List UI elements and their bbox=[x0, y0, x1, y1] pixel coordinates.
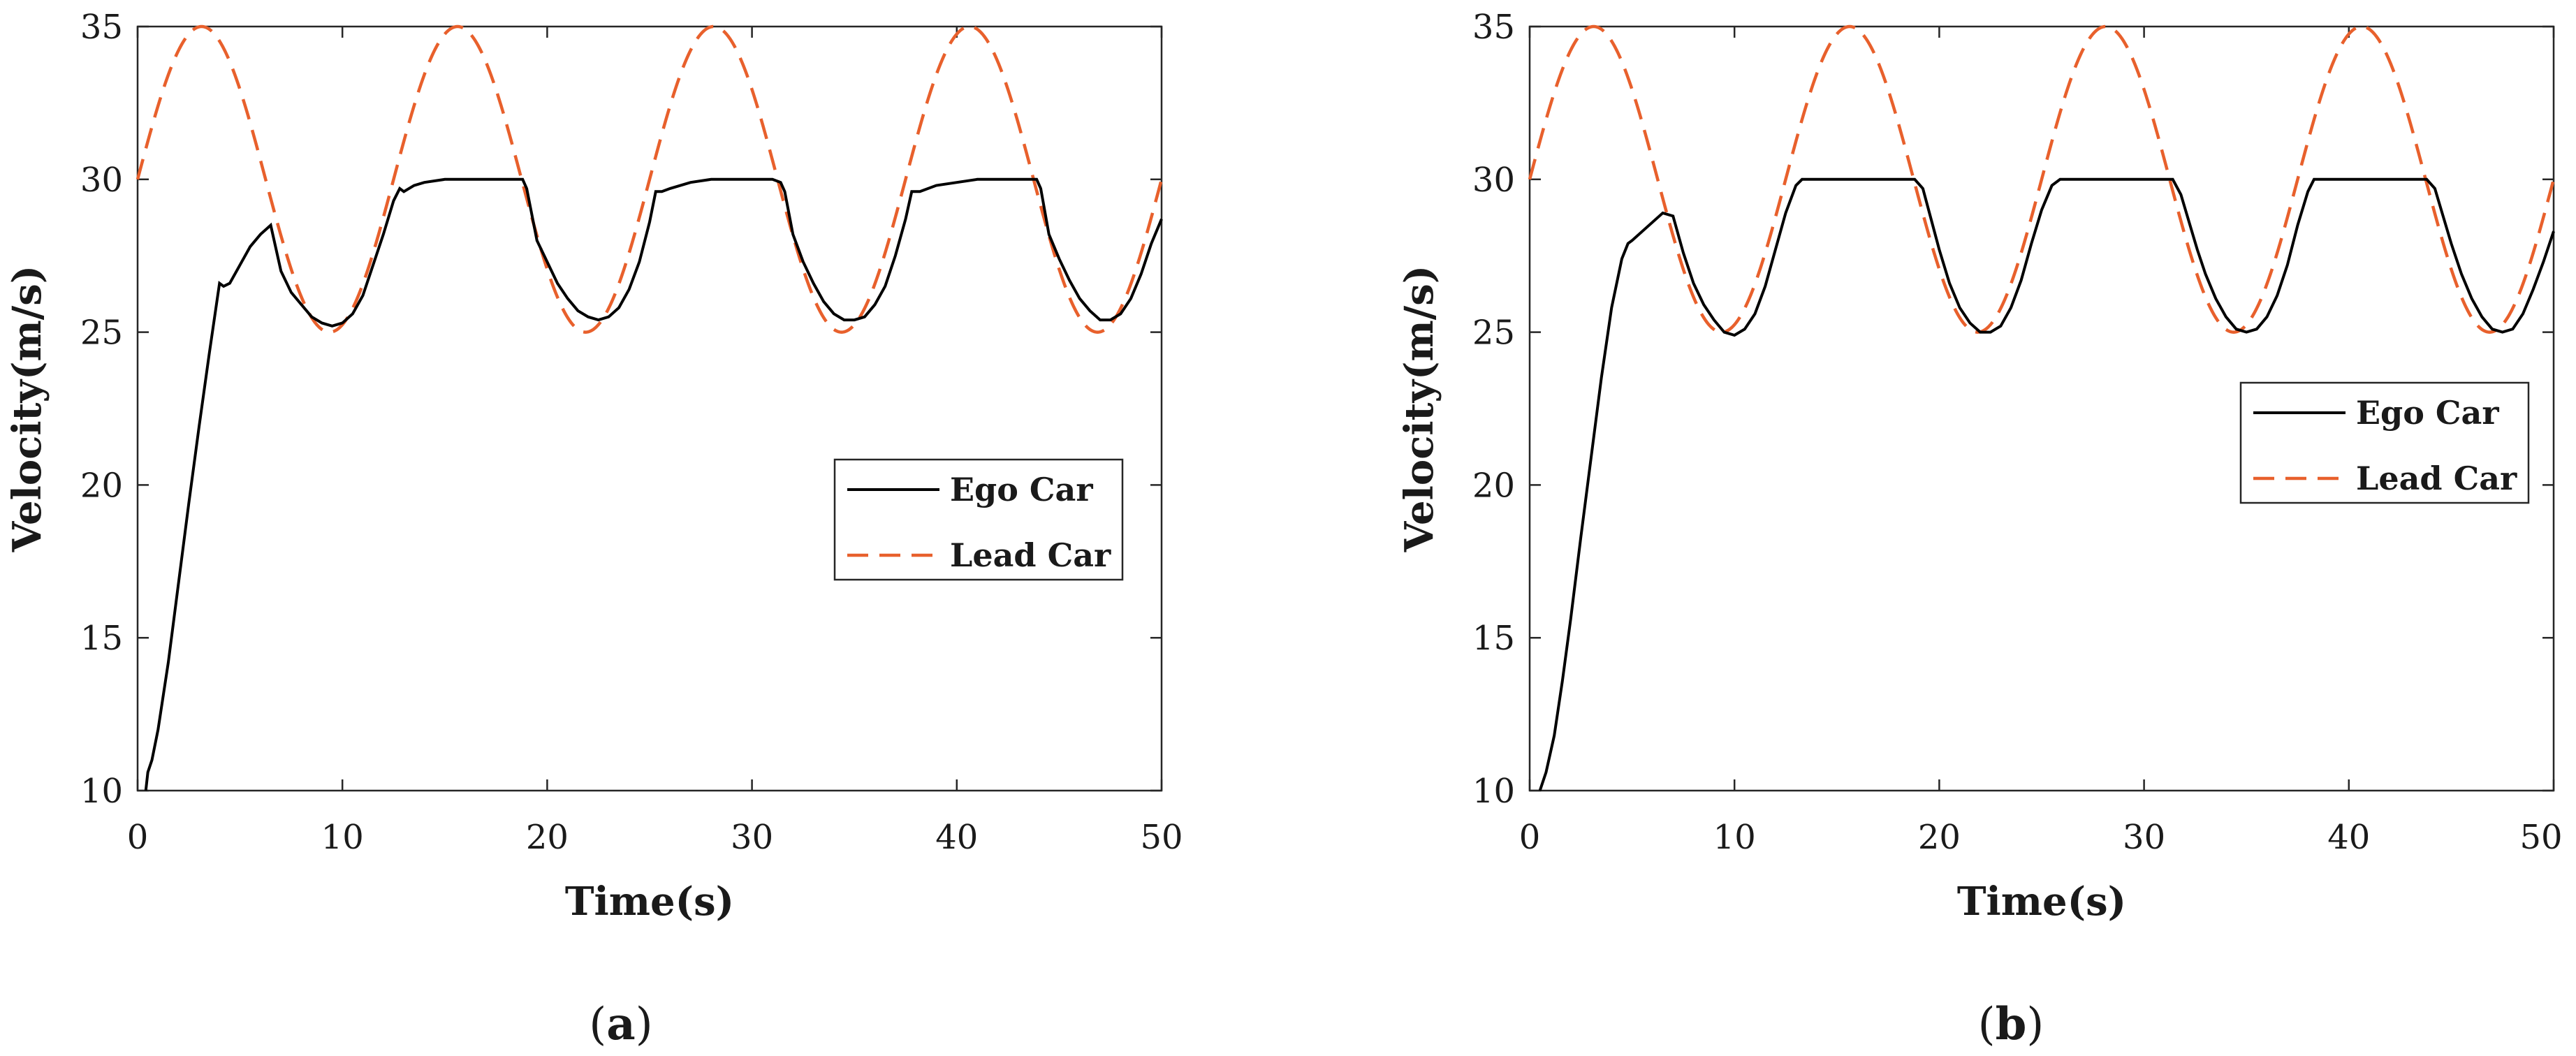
panel-a-y-tick-label: 15 bbox=[80, 619, 123, 658]
panel-b-y-tick-label: 30 bbox=[1472, 161, 1515, 200]
panel-b-y-ticks bbox=[1530, 25, 2554, 792]
panel-a-caption: (a) bbox=[589, 998, 652, 1050]
panel-a-x-tick-label: 0 bbox=[127, 818, 149, 857]
panel-b-legend-label-lead-car: Lead Car bbox=[2356, 460, 2517, 497]
panel-a-y-tick-label: 30 bbox=[80, 161, 123, 200]
panel-b-series-lead-car bbox=[1528, 24, 2556, 334]
panel-b-legend: Ego Car Lead Car bbox=[2239, 381, 2530, 504]
panel-a-x-axis-label: Time(s) bbox=[565, 879, 734, 925]
panel-b-ego-car-line bbox=[1538, 177, 2555, 791]
panel-b-legend-box bbox=[2239, 381, 2530, 504]
panel-a-y-axis-label: Velocity(m/s) bbox=[4, 265, 50, 553]
panel-b-y-tick-label: 10 bbox=[1472, 772, 1515, 811]
panel-a-x-tick-labels: 0 10 20 30 40 50 bbox=[127, 818, 1183, 857]
panel-a-y-tick-label: 35 bbox=[80, 8, 123, 47]
panel-b-x-tick-label: 10 bbox=[1713, 818, 1756, 857]
panel-b-caption-letter: b bbox=[1996, 998, 2027, 1050]
panel-a-y-tick-label: 25 bbox=[80, 314, 123, 353]
panel-b-y-tick-labels: 10 15 20 25 30 35 bbox=[1472, 8, 1515, 811]
panel-b-y-tick-label: 20 bbox=[1472, 466, 1515, 505]
panel-a-x-tick-label: 50 bbox=[1140, 818, 1183, 857]
panel-a-x-tick-label: 10 bbox=[321, 818, 364, 857]
panel-b-y-tick-label: 25 bbox=[1472, 314, 1515, 353]
panel-a-x-tick-label: 30 bbox=[731, 818, 773, 857]
panel-b-chart: 0 10 20 30 40 50 10 15 20 25 30 35 Time(… bbox=[1396, 8, 2563, 1050]
panel-a-y-ticks bbox=[138, 25, 1162, 792]
panel-b-y-tick-label: 35 bbox=[1472, 8, 1515, 47]
panel-b-caption: (b) bbox=[1978, 998, 2044, 1050]
panel-b-x-tick-label: 30 bbox=[2123, 818, 2165, 857]
panel-a-chart: 0 10 20 30 40 50 10 15 20 25 30 35 Time(… bbox=[4, 8, 1183, 1050]
panel-b-x-axis-label: Time(s) bbox=[1957, 879, 2126, 925]
panel-b-x-tick-label: 50 bbox=[2519, 818, 2562, 857]
panel-b-x-tick-label: 0 bbox=[1519, 818, 1541, 857]
panel-b-plot-frame bbox=[1528, 25, 2555, 792]
panel-a-legend-label-ego-car: Ego Car bbox=[950, 471, 1093, 508]
panel-a-plot-frame bbox=[136, 25, 1163, 792]
panel-a-y-tick-label: 10 bbox=[80, 772, 123, 811]
panel-a-caption-letter: a bbox=[606, 998, 635, 1050]
panel-b-x-tick-label: 20 bbox=[1918, 818, 1961, 857]
panel-a-series-lead-car bbox=[136, 24, 1164, 334]
panel-a-lead-car-line bbox=[136, 24, 1164, 334]
panel-a-x-tick-label: 40 bbox=[935, 818, 978, 857]
panel-a-series-ego-car bbox=[144, 177, 1163, 791]
panel-a-y-tick-label: 20 bbox=[80, 466, 123, 505]
panel-b-x-ticks bbox=[1528, 27, 2555, 791]
panel-a-x-ticks bbox=[136, 27, 1163, 791]
panel-b-x-tick-label: 40 bbox=[2327, 818, 2370, 857]
panel-b-x-tick-labels: 0 10 20 30 40 50 bbox=[1519, 818, 2563, 857]
panel-a-legend-box bbox=[833, 458, 1124, 581]
panel-b-legend-label-ego-car: Ego Car bbox=[2356, 394, 2499, 432]
panel-b-y-axis-label: Velocity(m/s) bbox=[1396, 265, 1442, 553]
panel-b-series-ego-car bbox=[1538, 177, 2555, 791]
panel-a-x-tick-label: 20 bbox=[526, 818, 569, 857]
panel-a-y-tick-labels: 10 15 20 25 30 35 bbox=[80, 8, 123, 811]
panel-a-legend-label-lead-car: Lead Car bbox=[950, 536, 1111, 574]
panel-b-lead-car-line bbox=[1528, 24, 2556, 334]
panel-b-y-tick-label: 15 bbox=[1472, 619, 1515, 658]
panel-a-ego-car-line bbox=[144, 177, 1163, 791]
panel-a-legend: Ego Car Lead Car bbox=[833, 458, 1124, 581]
